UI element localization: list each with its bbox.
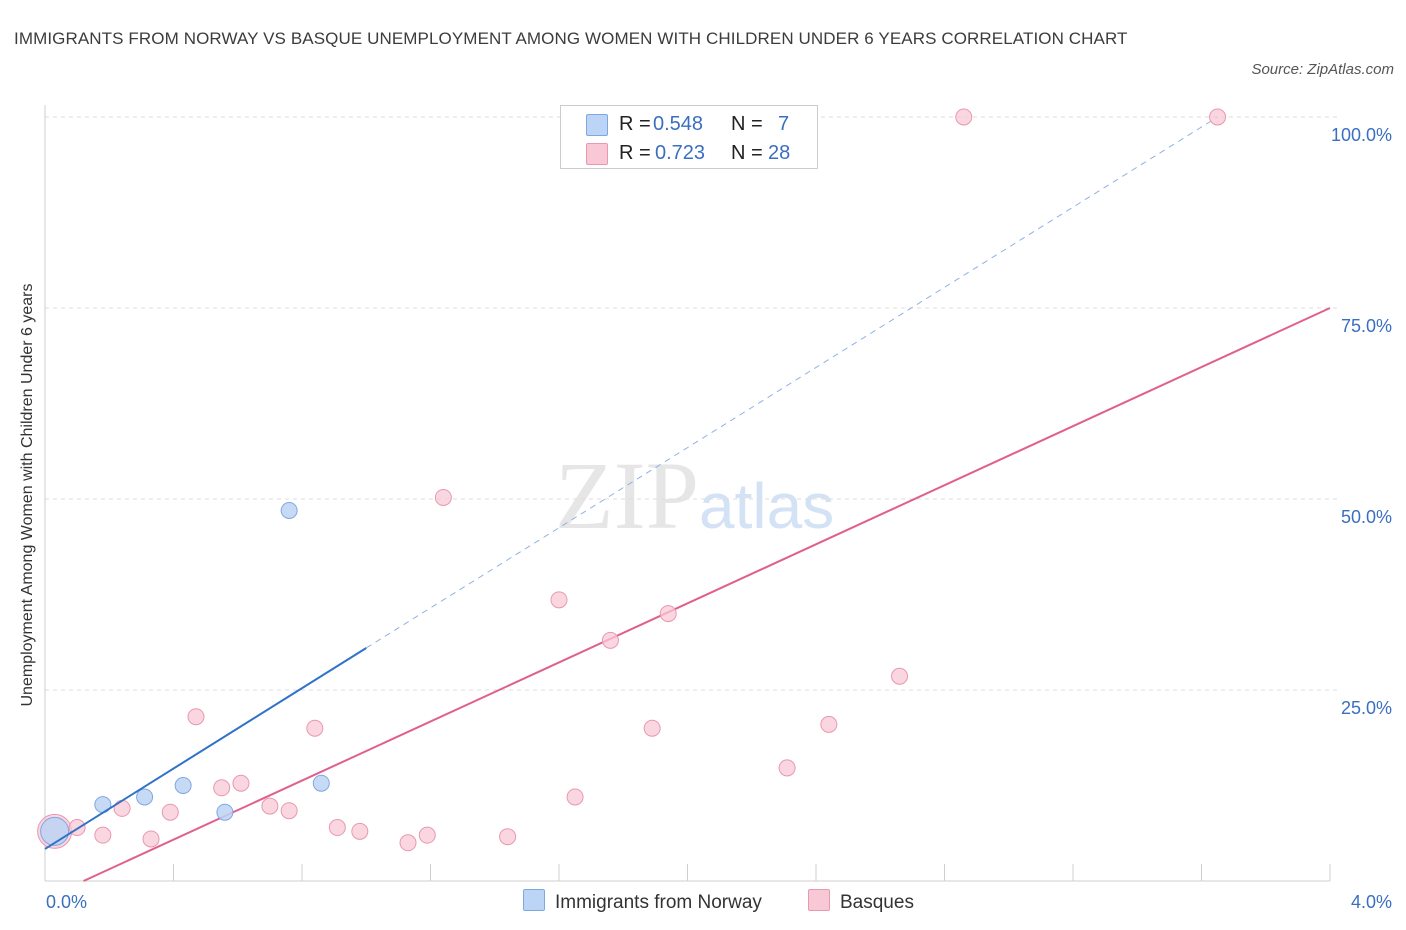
basques-point — [351, 822, 369, 840]
axes — [44, 105, 1331, 882]
basques-point — [659, 605, 677, 623]
source-label: Source: ZipAtlas.com — [1251, 61, 1394, 78]
basques-point — [306, 719, 324, 737]
legend-n-value: 28 — [768, 142, 791, 164]
chart-title: IMMIGRANTS FROM NORWAY VS BASQUE UNEMPLO… — [14, 29, 1128, 48]
basques-point — [142, 830, 160, 848]
norway-trend-line — [44, 647, 367, 850]
basques-point — [328, 819, 346, 837]
basques-point — [434, 488, 452, 506]
bottom-legend-swatch-norway — [523, 889, 545, 911]
basques-trend-line — [83, 307, 1331, 882]
basques-point — [161, 803, 179, 821]
legend-r-label: R = — [619, 113, 651, 135]
basques-point — [566, 788, 584, 806]
legend-n-label: N = — [731, 113, 763, 135]
legend-r-value: 0.548 — [653, 113, 704, 135]
basques-point — [955, 108, 973, 126]
bottom-legend-norway: Immigrants from Norway — [523, 889, 762, 914]
basques-point — [261, 797, 279, 815]
legend-n-label: N = — [731, 142, 763, 164]
bottom-legend-label-basques: Basques — [840, 892, 914, 913]
norway-point — [40, 816, 70, 846]
watermark-zip: ZIP — [555, 442, 699, 549]
y-axis-label: Unemployment Among Women with Children U… — [19, 283, 36, 707]
grid-lines — [45, 116, 1340, 691]
legend-n-value: 7 — [778, 113, 790, 135]
basques-point — [213, 779, 231, 797]
basques-point — [399, 834, 417, 852]
watermark: ZIPatlas — [555, 440, 834, 551]
norway-point — [136, 788, 154, 806]
basques-point — [232, 774, 250, 792]
y-tick-label: 25.0% — [1341, 698, 1392, 718]
data-points — [37, 108, 1227, 852]
basques-point — [643, 719, 661, 737]
basques-point — [891, 667, 909, 685]
basques-point — [187, 708, 205, 726]
basques-point — [820, 715, 838, 733]
basques-point — [550, 591, 568, 609]
basques-point — [280, 802, 298, 820]
norway-point — [280, 501, 298, 519]
y-tick-label: 75.0% — [1341, 316, 1392, 336]
y-tick-label: 50.0% — [1341, 507, 1392, 527]
norway-trend-extension — [365, 116, 1218, 649]
correlation-legend: R = 0.548 N = 7 R = 0.723 N = 28 — [560, 105, 818, 169]
basques-point — [1209, 108, 1227, 126]
basques-point — [601, 631, 619, 649]
x-tick-label: 4.0% — [1351, 892, 1392, 912]
bottom-legend-label-norway: Immigrants from Norway — [555, 892, 762, 913]
basques-point — [94, 826, 112, 844]
bottom-legend-swatch-basques — [808, 889, 830, 911]
tick-labels: 25.0% 50.0% 75.0% 100.0% 0.0% 4.0% — [46, 125, 1392, 912]
norway-point — [312, 774, 330, 792]
legend-swatch-basques — [586, 143, 608, 165]
legend-r-label: R = — [619, 142, 651, 164]
x-tick-label: 0.0% — [46, 892, 87, 912]
norway-point — [174, 777, 192, 794]
bottom-legend-basques: Basques — [808, 889, 914, 914]
legend-swatch-norway — [586, 114, 608, 136]
basques-point — [418, 826, 436, 844]
basques-point — [778, 759, 796, 777]
trend-lines — [83, 116, 1331, 882]
watermark-atlas: atlas — [699, 470, 835, 542]
basques-point — [499, 828, 517, 846]
norway-point — [216, 803, 234, 821]
basques-point — [113, 799, 131, 817]
y-tick-label: 100.0% — [1331, 125, 1392, 145]
legend-r-value: 0.723 — [655, 142, 706, 164]
